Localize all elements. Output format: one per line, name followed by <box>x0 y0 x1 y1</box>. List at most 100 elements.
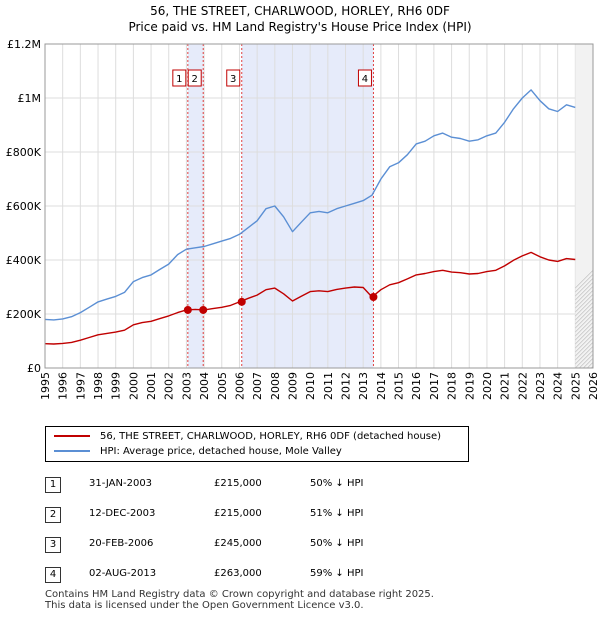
chart-title: 56, THE STREET, CHARLWOOD, HORLEY, RH6 0… <box>0 3 600 35</box>
y-tick-label: £800K <box>6 146 42 159</box>
sale-price: £245,000 <box>214 538 262 549</box>
x-tick-label: 2009 <box>286 372 299 400</box>
x-tick-label: 1999 <box>110 372 123 400</box>
sale-label-box <box>187 69 202 87</box>
table-row: 4 02-AUG-2013 £263,000 59% ↓ HPI <box>45 565 465 585</box>
table-row: 3 20-FEB-2006 £245,000 50% ↓ HPI <box>45 535 465 555</box>
projection-hatch-line <box>595 44 600 368</box>
y-tick-label: £600K <box>6 200 42 213</box>
x-tick-label: 1996 <box>57 372 70 400</box>
x-tick-label: 2002 <box>163 372 176 400</box>
series-lines <box>44 89 576 345</box>
sale-date: 02-AUG-2013 <box>89 568 157 579</box>
sale-hpi-diff: 50% ↓ HPI <box>310 478 364 489</box>
sale-hpi-diff: 51% ↓ HPI <box>310 508 364 519</box>
x-tick-label: 2018 <box>446 372 459 400</box>
sale-number: 1 <box>45 477 61 493</box>
plot-border <box>44 43 594 369</box>
sale-price: £263,000 <box>214 568 262 579</box>
x-tick-label: 2004 <box>198 372 211 400</box>
projection-hatch-line <box>575 309 593 329</box>
table-row: 2 12-DEC-2003 £215,000 51% ↓ HPI <box>45 505 465 525</box>
x-tick-label: 2025 <box>569 372 582 400</box>
series-line-property <box>44 251 576 345</box>
x-tick-label: 2011 <box>322 372 335 400</box>
legend-label-property: 56, THE STREET, CHARLWOOD, HORLEY, RH6 0… <box>100 431 442 442</box>
legend-item-property: 56, THE STREET, CHARLWOOD, HORLEY, RH6 0… <box>54 430 441 444</box>
x-tick-label: 2019 <box>463 372 476 400</box>
projection-hatch-line <box>575 301 593 321</box>
x-tick-label: 1995 <box>39 372 52 400</box>
x-tick-label: 2016 <box>410 372 423 400</box>
legend-label-hpi: HPI: Average price, detached house, Mole… <box>100 446 342 457</box>
sale-number: 3 <box>45 537 61 553</box>
x-tick-label: 2005 <box>216 372 229 400</box>
footer-copyright: Contains HM Land Registry data © Crown c… <box>45 589 434 600</box>
x-tick-label: 2020 <box>481 372 494 400</box>
sale-hpi-diff: 59% ↓ HPI <box>310 568 364 579</box>
sale-vlines <box>187 44 374 368</box>
x-tick-label: 2022 <box>516 372 529 400</box>
x-tick-label: 2026 <box>587 372 600 400</box>
sale-price: £215,000 <box>214 478 262 489</box>
x-tick-label: 2013 <box>357 372 370 400</box>
sale-label-box <box>226 69 241 87</box>
sale-label-text: 1 <box>176 74 182 85</box>
sale-marker <box>369 292 378 301</box>
sale-marker <box>183 305 192 314</box>
sale-label-text: 4 <box>362 74 368 85</box>
projection-hatch <box>575 44 600 368</box>
sale-date: 31-JAN-2003 <box>89 478 153 489</box>
x-tick-label: 1998 <box>92 372 105 400</box>
x-tick-label: 2007 <box>251 372 264 400</box>
footer-licence: This data is licensed under the Open Gov… <box>45 600 364 611</box>
x-tick-label: 1997 <box>74 372 87 400</box>
x-tick-label: 2012 <box>340 372 353 400</box>
x-tick-label: 2014 <box>375 372 388 400</box>
sale-hpi-diff: 50% ↓ HPI <box>310 538 364 549</box>
sale-label-text: 3 <box>230 74 236 85</box>
sale-number: 2 <box>45 507 61 523</box>
x-tick-label: 2001 <box>145 372 158 400</box>
sale-number: 4 <box>45 567 61 583</box>
sale-date: 20-FEB-2006 <box>89 538 154 549</box>
projection-hatch-line <box>575 305 593 325</box>
sale-date: 12-DEC-2003 <box>89 508 156 519</box>
y-tick-label: £1M <box>18 92 42 105</box>
x-tick-label: 2015 <box>393 372 406 400</box>
sale-label-box <box>357 69 372 87</box>
x-tick-label: 2006 <box>233 372 246 400</box>
y-tick-label: £200K <box>6 308 42 321</box>
x-tick-label: 2023 <box>534 372 547 400</box>
x-tick-label: 2010 <box>304 372 317 400</box>
y-tick-label: £400K <box>6 254 42 267</box>
x-axis-ticks: 1995 1996 1997 1998 1999 2000 2001 2002 2003 2004… <box>39 372 600 400</box>
legend-item-hpi: HPI: Average price, detached house, Mole… <box>54 445 342 459</box>
x-tick-label: 2008 <box>269 372 282 400</box>
legend-swatch-property <box>54 435 90 437</box>
series-line-hpi <box>44 89 576 321</box>
y-axis-ticks: £0 £200K £400K £600K £800K £1M £1.2M <box>6 38 42 375</box>
legend-swatch-hpi <box>54 450 90 452</box>
x-tick-label: 2017 <box>428 372 441 400</box>
legend: 56, THE STREET, CHARLWOOD, HORLEY, RH6 0… <box>45 426 469 462</box>
x-tick-label: 2000 <box>127 372 140 400</box>
sale-label-text: 2 <box>192 74 198 85</box>
chart-title-subtitle: Price paid vs. HM Land Registry's House … <box>128 20 472 34</box>
sale-marker <box>237 297 246 306</box>
table-row: 1 31-JAN-2003 £215,000 50% ↓ HPI <box>45 475 465 495</box>
x-tick-label: 2021 <box>499 372 512 400</box>
chart-title-address: 56, THE STREET, CHARLWOOD, HORLEY, RH6 0… <box>150 4 450 18</box>
sale-marker <box>199 305 208 314</box>
y-tick-label: £0 <box>27 362 41 375</box>
y-tick-label: £1.2M <box>7 38 41 51</box>
sale-label-box <box>172 69 187 87</box>
projection-hatch-line <box>575 297 593 317</box>
sale-price: £215,000 <box>214 508 262 519</box>
x-tick-label: 2024 <box>552 372 565 400</box>
sale-markers <box>183 292 378 314</box>
x-tick-label: 2003 <box>180 372 193 400</box>
footer: Contains HM Land Registry data © Crown c… <box>45 589 434 611</box>
